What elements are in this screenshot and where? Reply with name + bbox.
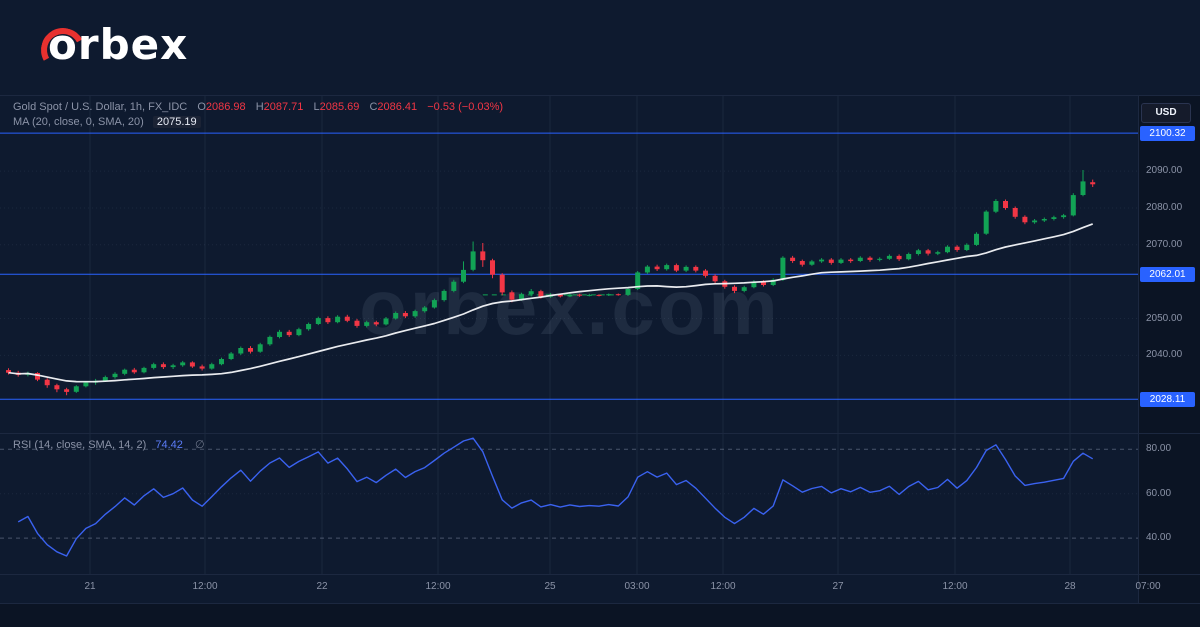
rsi-indicator-value: 74.42 — [155, 439, 183, 451]
rsi-legend: RSI (14, close, SMA, 14, 2) 74.42 ∅ — [13, 438, 205, 451]
time-axis-label: 27 — [832, 581, 844, 592]
open-value: 2086.98 — [205, 101, 246, 113]
time-axis-label: 12:00 — [942, 581, 968, 592]
price-scale-background — [1138, 95, 1200, 627]
time-axis-label: 12:00 — [192, 581, 218, 592]
low-label: L — [313, 101, 320, 113]
open-label: O — [197, 101, 206, 113]
time-axis-label: 07:00 — [1135, 581, 1161, 592]
time-axis-label: 28 — [1064, 581, 1076, 592]
orbex-logo: orbex — [35, 20, 189, 78]
time-axis-label: 21 — [84, 581, 96, 592]
time-axis-label: 12:00 — [710, 581, 736, 592]
ma-indicator-value: 2075.19 — [152, 116, 201, 128]
symbol-title[interactable]: Gold Spot / U.S. Dollar, 1h, FX_IDC — [13, 101, 188, 113]
close-label: C — [369, 101, 378, 113]
orbex-logo-text: orbex — [48, 20, 189, 69]
chart-legend: Gold Spot / U.S. Dollar, 1h, FX_IDC O208… — [13, 100, 503, 130]
ma-indicator-label[interactable]: MA (20, close, 0, SMA, 20) — [13, 116, 144, 128]
currency-toggle-button[interactable]: USD — [1141, 103, 1191, 123]
time-axis-label: 25 — [544, 581, 556, 592]
time-axis-label: 12:00 — [425, 581, 451, 592]
rsi-indicator-label[interactable]: RSI (14, close, SMA, 14, 2) — [13, 439, 147, 451]
indicator-hide-icon[interactable]: ∅ — [194, 439, 205, 451]
orbex-watermark: orbex.com — [359, 263, 781, 351]
bottom-bar-background — [0, 604, 1200, 627]
high-value: 2087.71 — [263, 101, 304, 113]
high-label: H — [255, 101, 264, 113]
low-value: 2085.69 — [319, 101, 360, 113]
time-axis-label: 22 — [316, 581, 328, 592]
change-value: −0.53 (−0.03%) — [427, 101, 504, 113]
close-value: 2086.41 — [377, 101, 418, 113]
symbol-row: Gold Spot / U.S. Dollar, 1h, FX_IDC O208… — [13, 100, 503, 115]
ma-row: MA (20, close, 0, SMA, 20) 2075.19 — [13, 115, 503, 130]
time-axis-label: 03:00 — [624, 581, 650, 592]
